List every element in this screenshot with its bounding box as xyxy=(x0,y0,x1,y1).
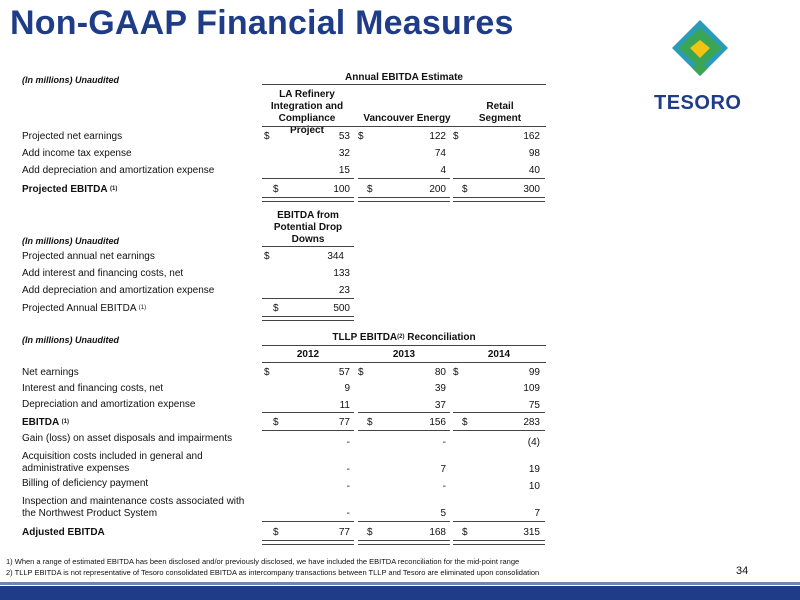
page-title: Non-GAAP Financial Measures xyxy=(10,4,514,42)
tesoro-logo-icon xyxy=(672,20,728,76)
footer-stripe xyxy=(0,582,800,585)
logo-text: TESORO xyxy=(654,92,742,114)
footer-bar xyxy=(0,586,800,600)
footnote-2: 2) TLLP EBITDA is not representative of … xyxy=(6,568,540,577)
table2-header: EBITDA from Potential Drop Downs xyxy=(273,210,343,245)
table3-year-2014: 2014 xyxy=(487,349,511,360)
table1-header: Annual EBITDA Estimate xyxy=(345,72,463,83)
table2-units: (In millions) Unaudited xyxy=(22,236,119,246)
table3-units: (In millions) Unaudited xyxy=(22,335,119,345)
table3-header: TLLP EBITDA(2) Reconciliation xyxy=(332,332,476,343)
table1-col-retail: Retail Segment xyxy=(478,101,522,124)
table1-col-vancouver: Vancouver Energy xyxy=(363,113,451,124)
page-number: 34 xyxy=(736,565,749,577)
table1-col-la-refinery: LA Refinery Integration and Compliance P… xyxy=(270,89,344,136)
table3-year-2013: 2013 xyxy=(392,349,416,360)
table3-year-2012: 2012 xyxy=(296,349,320,360)
table1-units: (In millions) Unaudited xyxy=(22,75,119,85)
footnote-1: 1) When a range of estimated EBITDA has … xyxy=(6,557,520,566)
